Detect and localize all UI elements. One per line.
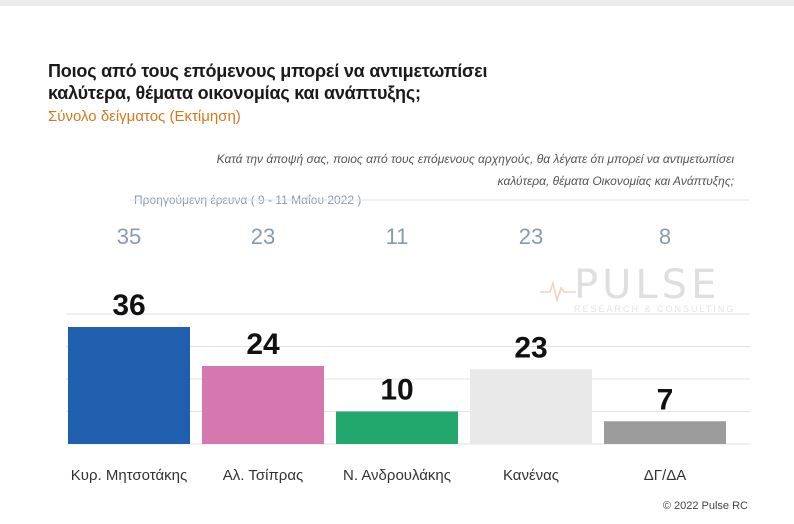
- previous-value-2: 11: [386, 224, 409, 249]
- category-label-3: Κανένας: [503, 467, 559, 484]
- value-label-4: 7: [657, 383, 674, 416]
- bar-1: [202, 366, 324, 444]
- bar-4: [604, 421, 726, 444]
- copyright-credit: © 2022 Pulse RC: [662, 500, 748, 512]
- category-label-0: Κυρ. Μητσοτάκης: [71, 467, 187, 484]
- previous-value-1: 23: [251, 224, 275, 249]
- pulse-line-icon: [540, 280, 576, 302]
- bar-3: [470, 369, 592, 444]
- watermark-main: PULSE: [574, 262, 721, 308]
- value-label-0: 36: [112, 289, 145, 322]
- top-bar: [0, 0, 794, 6]
- watermark-sub: RESEARCH & CONSULTING: [574, 304, 736, 314]
- previous-value-3: 23: [519, 224, 543, 249]
- previous-value-0: 35: [117, 224, 141, 249]
- category-label-4: ΔΓ/ΔΑ: [644, 467, 686, 484]
- previous-values: 35 23 11 23 8: [117, 224, 671, 249]
- bar-0: [68, 327, 190, 444]
- value-label-3: 23: [514, 331, 547, 364]
- chart-bars: [68, 327, 726, 444]
- survey-question-line-2: καλύτερα, θέματα Οικονομίας και Ανάπτυξη…: [497, 174, 734, 188]
- chart-title: Ποιος από τους επόμενους μπορεί να αντιμ…: [48, 61, 488, 103]
- chart-subtitle: Σύνολο δείγματος (Εκτίμηση): [48, 108, 241, 125]
- survey-question-line-1: Κατά την άποψή σας, ποιος από τους επόμε…: [216, 152, 734, 166]
- value-label-2: 10: [380, 374, 413, 407]
- survey-question: Κατά την άποψή σας, ποιος από τους επόμε…: [94, 148, 734, 192]
- value-label-1: 24: [246, 328, 280, 361]
- category-label-1: Αλ. Τσίπρας: [223, 467, 303, 484]
- category-label-2: Ν. Ανδρουλάκης: [343, 467, 451, 484]
- category-labels: Κυρ. Μητσοτάκης Αλ. Τσίπρας Ν. Ανδρουλάκης…: [71, 467, 686, 484]
- value-labels: 36 24 10 23 7: [112, 289, 673, 416]
- pulse-watermark: PULSE RESEARCH & CONSULTING: [540, 262, 735, 314]
- previous-value-4: 8: [659, 224, 671, 249]
- bar-2: [336, 411, 458, 444]
